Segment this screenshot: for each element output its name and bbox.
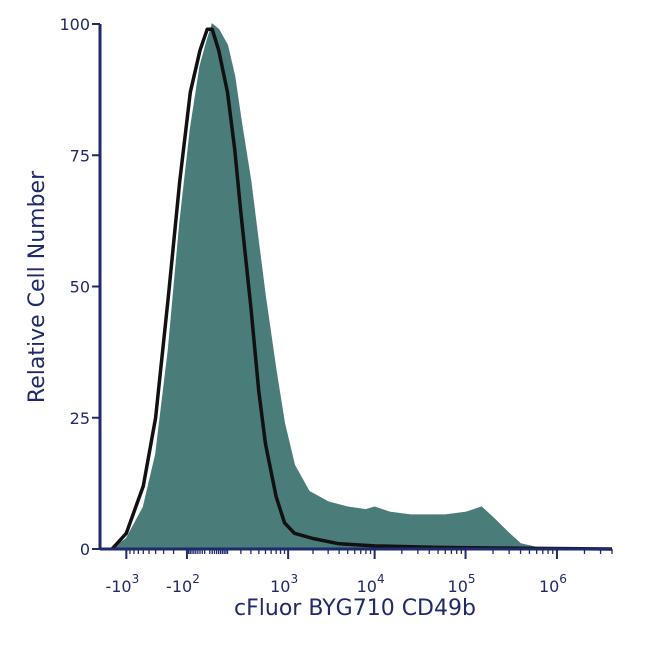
y-tick-label: 100 [59, 15, 90, 34]
x-tick-label: 105 [448, 572, 476, 596]
x-tick-label: -102 [166, 572, 200, 596]
x-axis-ticks: -103 -102 103 104 105 106 [105, 549, 613, 596]
x-tick-label: -103 [105, 572, 139, 596]
x-axis-title: cFluor BYG710 CD49b [234, 596, 476, 621]
x-tick-label: 103 [270, 572, 298, 596]
y-tick-label: 0 [80, 540, 90, 559]
y-tick-label: 25 [70, 409, 90, 428]
series-filled-histogram [110, 23, 613, 550]
plot-area [110, 23, 613, 551]
y-axis-title: Relative Cell Number [25, 170, 50, 403]
y-tick-label: 75 [70, 146, 90, 165]
y-tick-label: 50 [70, 278, 90, 297]
series-line-histogram [110, 27, 613, 551]
x-tick-label: 106 [539, 572, 567, 596]
y-axis-ticks: 0 25 50 75 100 [59, 15, 100, 559]
x-tick-label: 104 [357, 572, 385, 596]
